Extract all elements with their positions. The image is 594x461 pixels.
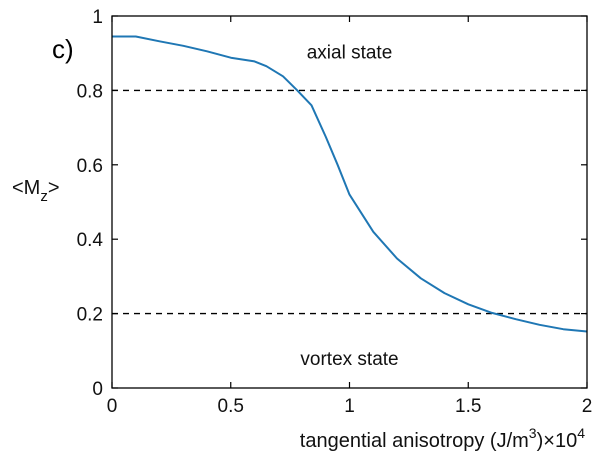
x-tick-label: 0.5 <box>218 396 244 417</box>
y-tick-label: 1 <box>92 7 103 28</box>
x-tick-label: 1 <box>344 396 355 417</box>
panel-label: c) <box>52 34 74 64</box>
data-series <box>112 35 588 333</box>
annotation: axial state <box>307 42 393 63</box>
reference-lines <box>112 89 587 315</box>
x-axis: 0 0.5 1 1.5 2 <box>107 16 593 417</box>
series-line <box>112 35 588 333</box>
x-axis-label: tangential anisotropy (J/m3)×104 <box>300 425 585 452</box>
y-tick-label: 0.6 <box>77 156 103 177</box>
y-tick-label: 0 <box>92 379 103 400</box>
annotation: vortex state <box>300 349 398 370</box>
x-tick-label: 2 <box>582 396 593 417</box>
plot-frame <box>111 15 588 389</box>
y-tick-label: 0.2 <box>77 305 103 326</box>
annotations: axial state vortex state <box>300 42 398 370</box>
y-axis-label: <Mz> <box>12 177 60 205</box>
x-tick-label: 1.5 <box>455 396 481 417</box>
y-tick-label: 0.8 <box>77 81 103 102</box>
x-tick-label: 0 <box>107 396 118 417</box>
y-axis: 0 0.2 0.4 0.6 0.8 1 <box>77 7 587 400</box>
y-tick-label: 0.4 <box>77 230 104 251</box>
